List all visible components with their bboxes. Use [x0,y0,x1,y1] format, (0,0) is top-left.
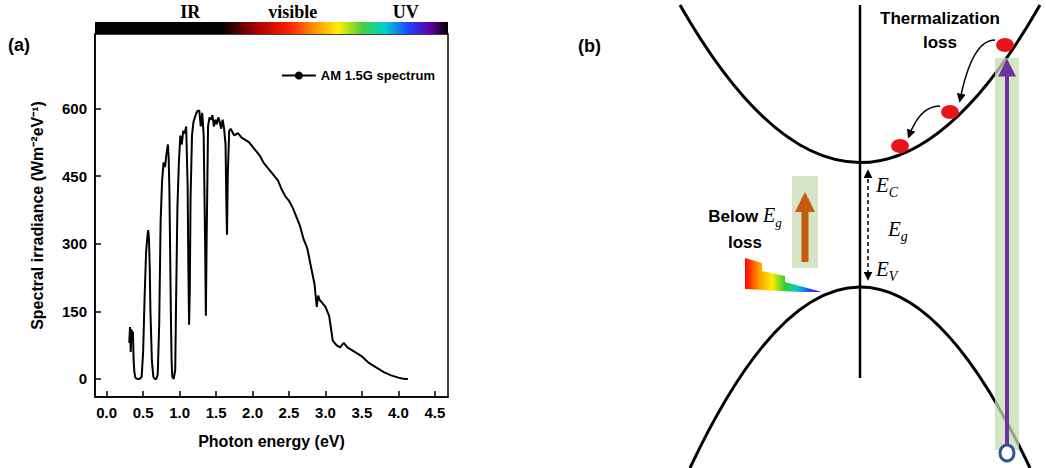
svg-text:4.5: 4.5 [424,404,445,421]
svg-text:450: 450 [62,168,87,185]
svg-text:Photon energy (eV): Photon energy (eV) [198,433,345,450]
svg-text:loss: loss [728,233,762,252]
svg-text:150: 150 [62,303,87,320]
svg-text:600: 600 [62,100,87,117]
svg-text:1.5: 1.5 [206,404,227,421]
svg-text:(a): (a) [8,35,30,55]
svg-text:Spectral irradiance (Wm⁻²eV⁻¹): Spectral irradiance (Wm⁻²eV⁻¹) [29,101,46,330]
svg-text:AM 1.5G spectrum: AM 1.5G spectrum [321,68,435,83]
svg-text:0.0: 0.0 [96,404,117,421]
svg-text:0: 0 [79,370,87,387]
svg-text:IR: IR [180,2,201,22]
svg-text:UV: UV [393,2,419,22]
svg-text:1.0: 1.0 [169,404,190,421]
svg-text:2.0: 2.0 [242,404,263,421]
svg-text:visible: visible [268,2,317,22]
svg-text:Thermalizationloss: Thermalizationloss [880,9,1000,52]
svg-text:EC: EC [875,173,899,200]
svg-text:Below Eg: Below Eg [708,204,782,230]
svg-text:(b): (b) [578,36,601,56]
svg-text:0.5: 0.5 [133,404,154,421]
svg-text:4.0: 4.0 [388,404,409,421]
svg-text:2.5: 2.5 [279,404,300,421]
svg-text:3.5: 3.5 [352,404,373,421]
svg-text:Eg: Eg [887,217,908,244]
svg-text:300: 300 [62,235,87,252]
svg-text:EV: EV [875,257,899,284]
svg-text:3.0: 3.0 [315,404,336,421]
